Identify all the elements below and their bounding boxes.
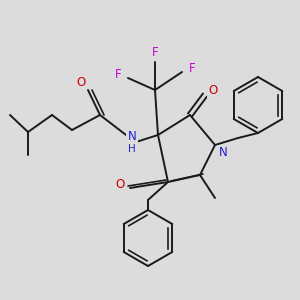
Text: F: F (152, 46, 158, 59)
Text: F: F (189, 61, 195, 74)
Text: O: O (116, 178, 124, 191)
Text: F: F (115, 68, 121, 80)
Text: H: H (128, 144, 136, 154)
Text: O: O (208, 83, 217, 97)
Text: O: O (76, 76, 85, 88)
Text: N: N (219, 146, 227, 160)
Text: N: N (128, 130, 136, 142)
